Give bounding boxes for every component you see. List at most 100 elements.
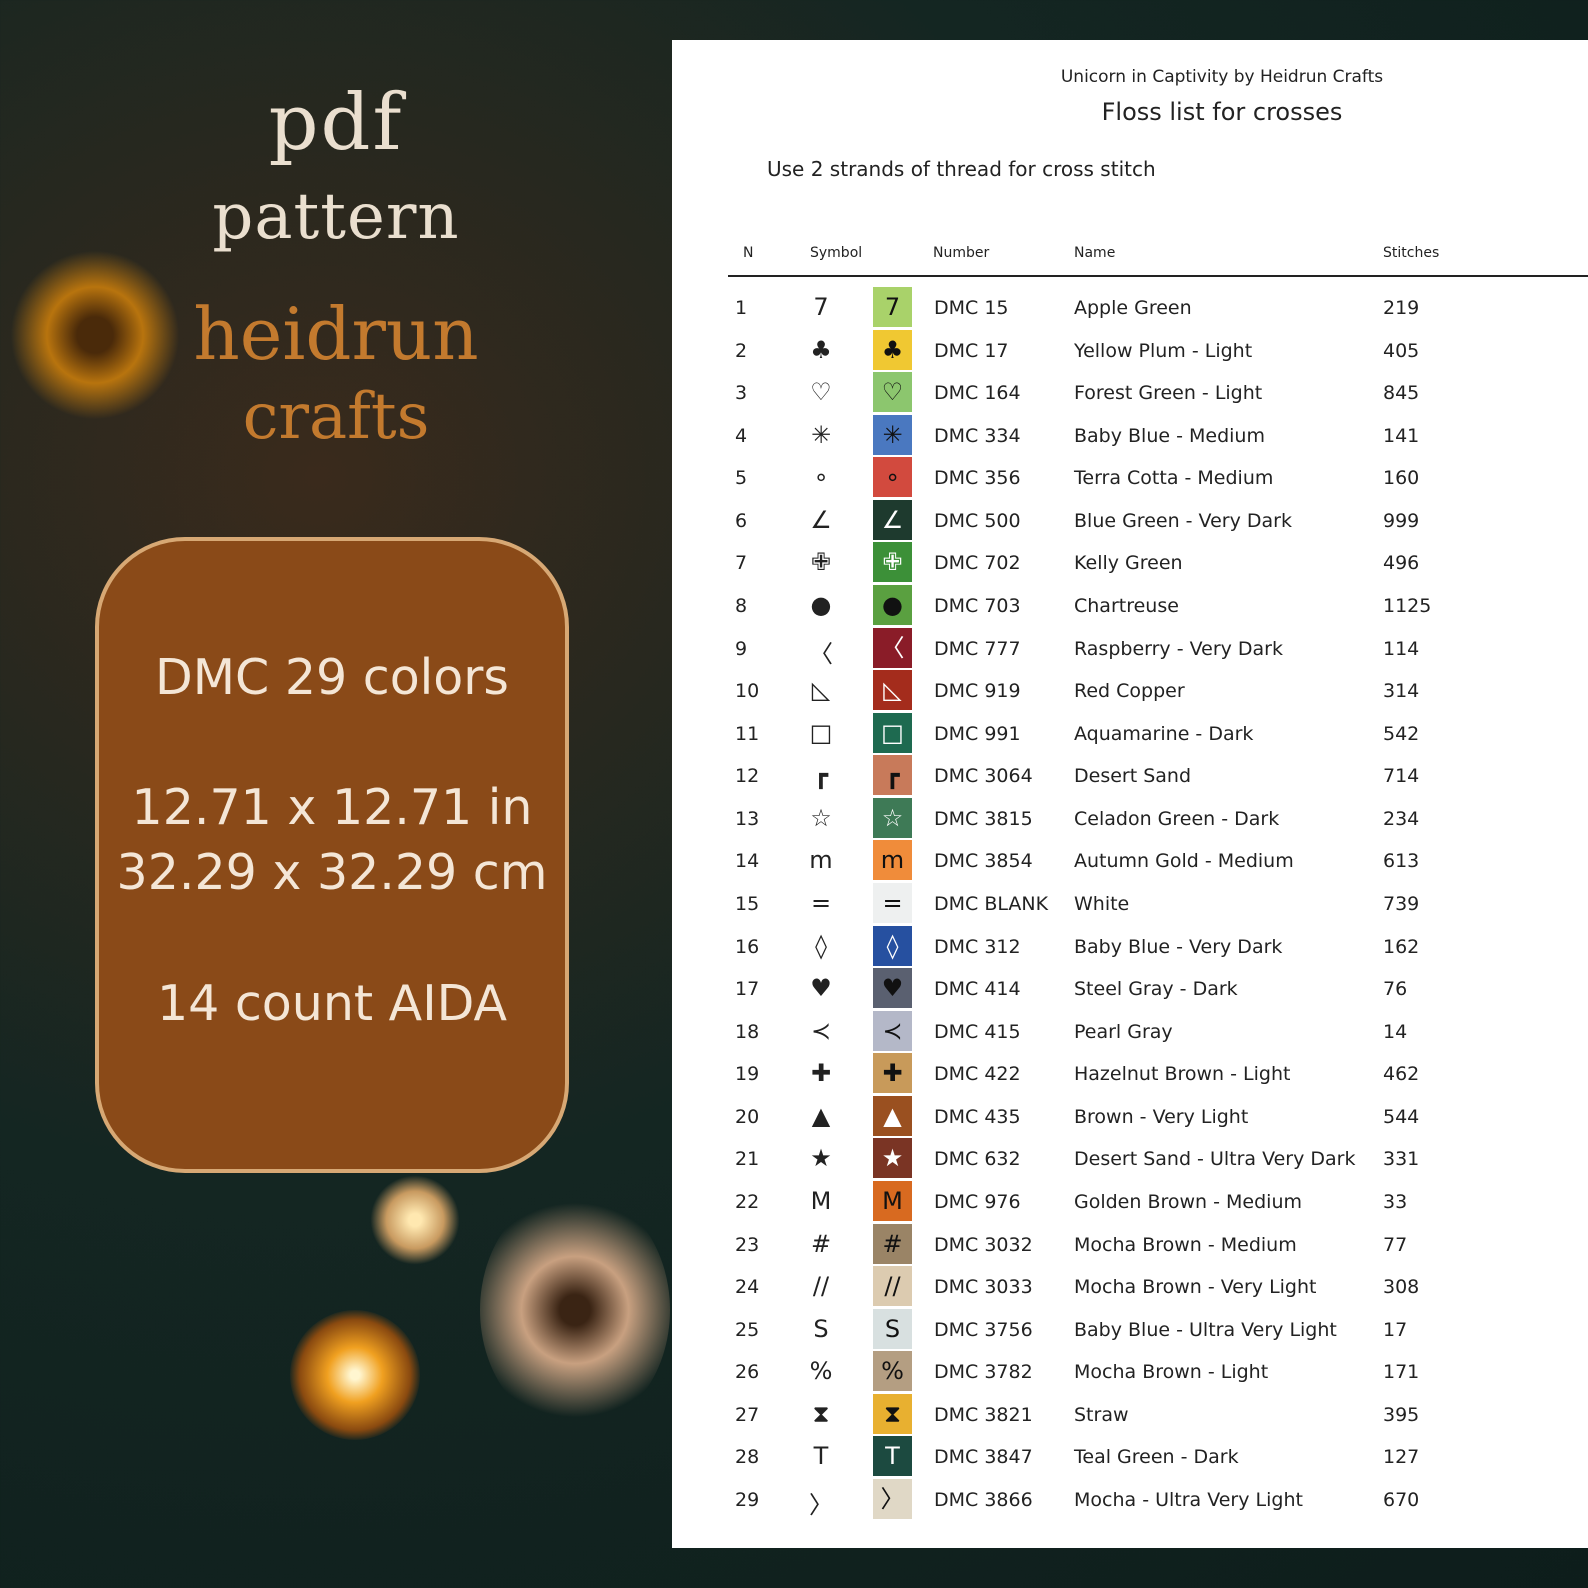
symbol-icon: T <box>813 1442 829 1471</box>
symbol-icon: 7 <box>813 293 829 321</box>
row-number: 20 <box>735 1105 760 1128</box>
table-row: 6 ∠ ∠ DMC 500 Blue Green - Very Dark 999 <box>672 499 1588 542</box>
swatch-symbol-icon: ♡ <box>881 378 904 407</box>
floss-name: Chartreuse <box>1074 594 1179 617</box>
floss-number: DMC 919 <box>934 680 1021 703</box>
symbol-icon: ≺ <box>810 1016 832 1045</box>
floss-name: Baby Blue - Ultra Very Light <box>1074 1318 1337 1341</box>
size-inches: 12.71 x 12.71 in <box>131 779 533 836</box>
table-row: 17 ♥ ♥ DMC 414 Steel Gray - Dark 76 <box>672 968 1588 1010</box>
floss-number: DMC 3033 <box>934 1276 1033 1299</box>
floss-name: Forest Green - Light <box>1074 382 1263 405</box>
floss-number: DMC 356 <box>934 467 1021 490</box>
color-swatch: ★ <box>873 1138 912 1179</box>
symbol-icon: ● <box>810 590 832 619</box>
floss-number: DMC 415 <box>934 1020 1021 1043</box>
stitch-count: 613 <box>1383 850 1420 873</box>
swatch-symbol-icon: # <box>882 1229 903 1258</box>
floss-number: DMC 703 <box>934 594 1021 617</box>
table-row: 11 □ □ DMC 991 Aquamarine - Dark 542 <box>672 712 1588 755</box>
row-number: 13 <box>735 807 760 830</box>
stitch-count: 141 <box>1383 424 1420 447</box>
stitch-count: 14 <box>1383 1020 1408 1043</box>
color-swatch: % <box>873 1351 912 1392</box>
floss-number: DMC 976 <box>934 1190 1021 1213</box>
color-swatch: ✚ <box>873 1053 912 1094</box>
color-swatch: ● <box>873 584 912 625</box>
row-number: 18 <box>735 1020 760 1043</box>
stitch-count: 670 <box>1383 1488 1420 1511</box>
column-header-symbol: Symbol <box>810 245 863 261</box>
table-row: 22 M M DMC 976 Golden Brown - Medium 33 <box>672 1180 1588 1223</box>
column-header-name: Name <box>1074 245 1116 261</box>
row-number: 23 <box>735 1233 760 1256</box>
swatch-symbol-icon: ∠ <box>881 505 904 534</box>
symbol-icon: ∘ <box>813 463 829 492</box>
promo-pdf-heading: pdf <box>268 78 404 168</box>
floss-number: DMC 991 <box>934 722 1021 745</box>
document-subtitle: Unicorn in Captivity by Heidrun Crafts <box>1060 67 1384 87</box>
floss-number: DMC 3064 <box>934 765 1033 788</box>
swatch-symbol-icon: = <box>882 888 903 917</box>
swatch-symbol-icon: % <box>881 1357 904 1386</box>
swatch-symbol-icon: □ <box>881 718 904 747</box>
floss-number: DMC 3854 <box>934 850 1033 873</box>
table-row: 28 T T DMC 3847 Teal Green - Dark 127 <box>672 1436 1588 1478</box>
table-row: 14 m m DMC 3854 Autumn Gold - Medium 613 <box>672 840 1588 882</box>
symbol-icon: ♥ <box>810 974 832 1003</box>
row-number: 26 <box>735 1361 760 1384</box>
row-number: 17 <box>735 978 760 1001</box>
swatch-symbol-icon: S <box>884 1314 901 1343</box>
color-swatch: // <box>873 1266 912 1307</box>
row-number: 9 <box>735 637 748 660</box>
column-header-n: N <box>743 245 754 261</box>
column-header-number: Number <box>933 245 990 261</box>
color-swatch: m <box>873 840 912 881</box>
header-divider <box>728 275 1588 277</box>
table-row: 26%% DMC 3782 Mocha Brown - Light 171 <box>672 1351 1588 1393</box>
symbol-icon: ▲ <box>811 1101 831 1130</box>
promo-pattern-heading: pattern <box>212 180 460 254</box>
table-row: 10 ◺ ◺ DMC 919 Red Copper 314 <box>672 670 1588 712</box>
color-swatch: ⧗ <box>873 1393 912 1434</box>
stitch-count: 171 <box>1383 1361 1420 1384</box>
symbol-icon: ◺ <box>811 676 831 705</box>
column-header-stitches: Stitches <box>1383 245 1440 261</box>
color-swatch: ♥ <box>873 968 912 1009</box>
floss-name: Red Copper <box>1074 680 1185 703</box>
stitch-count: 1125 <box>1383 594 1432 617</box>
symbol-icon: ✚ <box>810 1059 832 1088</box>
row-number: 14 <box>735 850 760 873</box>
row-number: 11 <box>735 722 760 745</box>
row-number: 25 <box>735 1318 760 1341</box>
floss-name: Desert Sand - Ultra Very Dark <box>1074 1148 1356 1171</box>
floss-number: DMC 17 <box>934 339 1009 362</box>
table-row: 12 ┏ ┏ DMC 3064 Desert Sand 714 <box>672 755 1588 797</box>
swatch-symbol-icon: ◺ <box>883 676 902 705</box>
fabric-count: 14 count AIDA <box>156 975 508 1032</box>
stitch-count: 308 <box>1383 1276 1420 1299</box>
table-row: 7 ✙ ✙ DMC 702 Kelly Green 496 <box>672 542 1588 584</box>
floss-name: Apple Green <box>1074 297 1192 319</box>
floss-number: DMC 702 <box>934 552 1021 575</box>
swatch-symbol-icon: // <box>884 1272 901 1301</box>
color-swatch: # <box>873 1223 912 1264</box>
floss-number: DMC BLANK <box>934 892 1049 915</box>
stitch-count: 999 <box>1383 509 1420 532</box>
floss-name: Terra Cotta - Medium <box>1074 467 1274 490</box>
table-row: 8 ● ● DMC 703 Chartreuse 1125 <box>672 584 1588 627</box>
floss-number: DMC 3847 <box>934 1446 1033 1469</box>
swatch-symbol-icon: ≺ <box>882 1016 903 1045</box>
floss-number: DMC 312 <box>934 935 1021 958</box>
stitch-count: 160 <box>1383 467 1420 490</box>
symbol-icon: // <box>812 1272 830 1301</box>
row-number: 29 <box>735 1488 760 1511</box>
row-number: 5 <box>735 467 748 490</box>
floss-name: Straw <box>1074 1403 1129 1426</box>
color-swatch: ◊ <box>873 925 912 966</box>
swatch-symbol-icon: 〉 <box>880 1484 905 1513</box>
color-swatch: = <box>873 882 912 923</box>
swatch-symbol-icon: ✚ <box>882 1059 903 1088</box>
brand-logo-crafts: crafts <box>242 380 430 454</box>
floss-name: Baby Blue - Very Dark <box>1074 935 1283 958</box>
